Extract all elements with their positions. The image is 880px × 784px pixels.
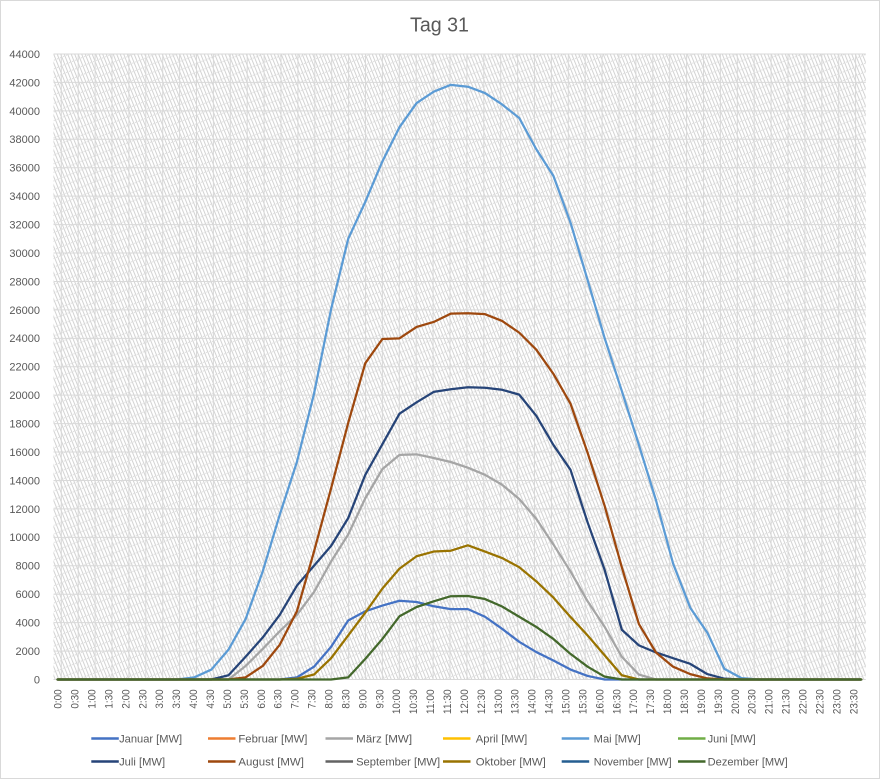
svg-text:32000: 32000 [9, 220, 40, 232]
svg-text:19:30: 19:30 [713, 689, 725, 714]
svg-text:2:30: 2:30 [137, 689, 149, 708]
svg-text:20:30: 20:30 [747, 689, 759, 714]
svg-text:22:30: 22:30 [814, 689, 826, 714]
svg-text:17:00: 17:00 [628, 689, 640, 714]
svg-text:17:30: 17:30 [645, 689, 657, 714]
svg-text:20:00: 20:00 [730, 689, 742, 714]
svg-text:5:00: 5:00 [222, 689, 234, 708]
svg-text:24000: 24000 [9, 333, 40, 345]
svg-text:20000: 20000 [9, 390, 40, 402]
svg-text:9:30: 9:30 [374, 689, 386, 708]
svg-text:13:00: 13:00 [493, 689, 505, 714]
svg-text:7:00: 7:00 [290, 689, 302, 708]
svg-text:28000: 28000 [9, 276, 40, 288]
svg-text:8:30: 8:30 [340, 689, 352, 708]
svg-text:August [MW]: August [MW] [238, 756, 304, 768]
svg-text:8:00: 8:00 [323, 689, 335, 708]
svg-text:April [MW]: April [MW] [476, 733, 528, 745]
svg-text:6000: 6000 [16, 589, 40, 601]
svg-text:18000: 18000 [9, 419, 40, 431]
svg-text:12000: 12000 [9, 504, 40, 516]
svg-text:18:30: 18:30 [679, 689, 691, 714]
svg-text:16000: 16000 [9, 447, 40, 459]
svg-text:September [MW]: September [MW] [356, 756, 440, 768]
svg-text:16:30: 16:30 [611, 689, 623, 714]
svg-text:Mai [MW]: Mai [MW] [594, 733, 641, 745]
svg-text:12:00: 12:00 [459, 689, 471, 714]
svg-text:6:30: 6:30 [273, 689, 285, 708]
svg-text:1:00: 1:00 [86, 689, 98, 708]
svg-text:15:00: 15:00 [561, 689, 573, 714]
svg-text:38000: 38000 [9, 134, 40, 146]
svg-text:November [MW]: November [MW] [594, 756, 672, 768]
svg-text:22000: 22000 [9, 362, 40, 374]
svg-text:Januar [MW]: Januar [MW] [119, 733, 182, 745]
svg-text:6:00: 6:00 [256, 689, 268, 708]
svg-text:Juli [MW]: Juli [MW] [119, 756, 165, 768]
svg-text:4:00: 4:00 [188, 689, 200, 708]
svg-text:34000: 34000 [9, 191, 40, 203]
svg-text:10000: 10000 [9, 532, 40, 544]
svg-text:9:00: 9:00 [357, 689, 369, 708]
svg-text:10:30: 10:30 [408, 689, 420, 714]
svg-text:7:30: 7:30 [307, 689, 319, 708]
svg-text:13:30: 13:30 [510, 689, 522, 714]
svg-text:14000: 14000 [9, 475, 40, 487]
svg-text:26000: 26000 [9, 305, 40, 317]
svg-text:8000: 8000 [16, 561, 40, 573]
svg-text:14:00: 14:00 [527, 689, 539, 714]
svg-text:3:00: 3:00 [154, 689, 166, 708]
svg-text:0:00: 0:00 [53, 689, 65, 708]
svg-text:19:00: 19:00 [696, 689, 708, 714]
svg-text:Tag 31: Tag 31 [410, 15, 469, 37]
svg-text:44000: 44000 [9, 49, 40, 61]
svg-text:14:30: 14:30 [544, 689, 556, 714]
svg-text:Juni [MW]: Juni [MW] [708, 733, 756, 745]
svg-text:1:30: 1:30 [103, 689, 115, 708]
svg-text:18:00: 18:00 [662, 689, 674, 714]
svg-text:22:00: 22:00 [798, 689, 810, 714]
svg-text:Februar [MW]: Februar [MW] [238, 733, 307, 745]
svg-text:23:00: 23:00 [831, 689, 843, 714]
svg-text:23:30: 23:30 [848, 689, 860, 714]
svg-text:21:00: 21:00 [764, 689, 776, 714]
svg-text:12:30: 12:30 [476, 689, 488, 714]
svg-text:3:30: 3:30 [171, 689, 183, 708]
svg-text:0: 0 [34, 674, 40, 686]
svg-text:4:30: 4:30 [205, 689, 217, 708]
svg-text:16:00: 16:00 [594, 689, 606, 714]
svg-text:30000: 30000 [9, 248, 40, 260]
svg-text:11:30: 11:30 [442, 689, 454, 714]
svg-text:2000: 2000 [16, 646, 40, 658]
svg-text:40000: 40000 [9, 106, 40, 118]
svg-text:21:30: 21:30 [781, 689, 793, 714]
svg-text:11:00: 11:00 [425, 689, 437, 714]
svg-text:36000: 36000 [9, 163, 40, 175]
svg-text:0:30: 0:30 [70, 689, 82, 708]
svg-text:42000: 42000 [9, 77, 40, 89]
svg-text:2:00: 2:00 [120, 689, 132, 708]
svg-text:5:30: 5:30 [239, 689, 251, 708]
svg-text:Dezember [MW]: Dezember [MW] [708, 756, 788, 768]
svg-text:15:30: 15:30 [577, 689, 589, 714]
svg-text:März [MW]: März [MW] [356, 733, 412, 745]
svg-text:10:00: 10:00 [391, 689, 403, 714]
svg-text:4000: 4000 [16, 618, 40, 630]
svg-text:Oktober [MW]: Oktober [MW] [476, 756, 546, 768]
